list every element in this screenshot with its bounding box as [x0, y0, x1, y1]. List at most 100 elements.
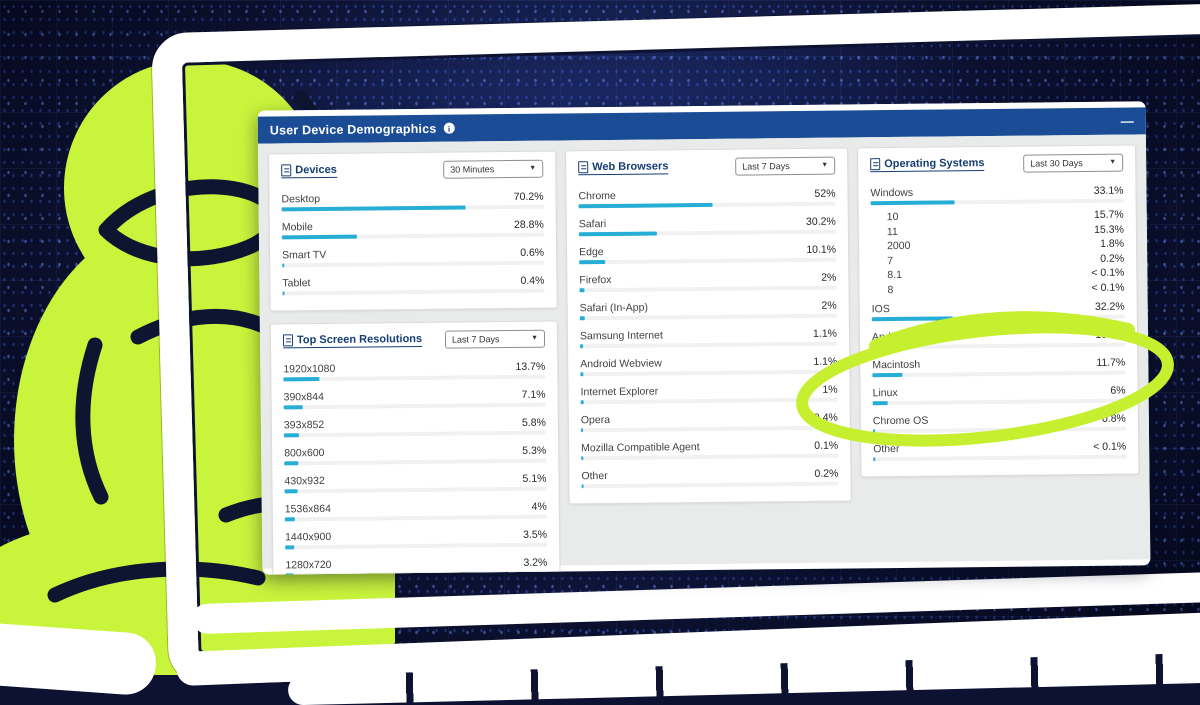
- analytics-dashboard-window: User Device Demographics i — Devices 30 …: [257, 101, 1151, 575]
- devices-panel: Devices 30 Minutes ▼ Desktop 70.2% Mobile 28…: [268, 150, 558, 312]
- web-browsers-panel: Web Browsers Last 7 Days ▼ Chrome 52% Safar…: [565, 147, 852, 505]
- stat-bar: [580, 369, 838, 377]
- stat-row: Safari 30.2%: [579, 211, 836, 242]
- stat-value: 3.2%: [523, 556, 548, 569]
- screen-resolutions-panel: Top Screen Resolutions Last 7 Days ▼ 1920…: [269, 320, 561, 575]
- stat-row: 390x844 7.1%: [283, 384, 546, 415]
- stat-bar: [281, 232, 544, 240]
- stat-value: 2%: [821, 271, 837, 284]
- stat-row: Mozilla Compatible Agent 0.1%: [581, 435, 839, 466]
- stat-row: 430x932 5.1%: [284, 468, 547, 499]
- report-icon: [281, 164, 292, 177]
- stat-value: 16.2%: [1095, 328, 1126, 341]
- stat-value: 0.4%: [813, 411, 838, 424]
- stat-row: Linux 6%: [872, 379, 1126, 410]
- stat-value: 52%: [814, 187, 836, 200]
- stat-bar: [580, 341, 838, 349]
- stat-value: 70.2%: [513, 190, 544, 203]
- laptop-base-corner: [0, 621, 158, 697]
- stat-bar: [872, 426, 1126, 433]
- stat-row: Smart TV 0.6%: [282, 242, 545, 273]
- stat-list: Windows 33.1% 10 15.7% 11 15.3% 2000 1.8% 7 0.2% 8…: [870, 180, 1127, 466]
- stat-label: Samsung Internet: [579, 329, 663, 343]
- stat-label: Tablet: [282, 277, 311, 290]
- time-range-select[interactable]: Last 30 Days ▼: [1023, 153, 1124, 173]
- stat-bar: [870, 198, 1124, 206]
- stat-value: < 0.1%: [1091, 281, 1125, 294]
- stat-value: 0.2%: [814, 467, 839, 480]
- dashboard-title: User Device Demographics: [269, 121, 437, 138]
- stat-value: 5.3%: [522, 444, 547, 457]
- penguin-foot-stroke: [47, 561, 266, 603]
- stat-row: 800x600 5.3%: [284, 440, 547, 471]
- stat-bar: [284, 514, 547, 522]
- chevron-down-icon: ▼: [1109, 158, 1117, 166]
- stat-row: Internet Explorer 1%: [580, 379, 838, 410]
- stat-row: Mobile 28.8%: [282, 214, 544, 245]
- stat-row: Safari (In-App) 2%: [580, 295, 837, 326]
- stat-label: Safari: [578, 218, 607, 231]
- time-range-select[interactable]: Last 7 Days ▼: [444, 329, 546, 349]
- minimize-button[interactable]: —: [1120, 112, 1134, 129]
- report-icon: [870, 158, 881, 171]
- stat-row: Opera 0.4%: [581, 407, 838, 438]
- stat-bar: [284, 486, 547, 494]
- panel-title-os[interactable]: Operating Systems: [870, 157, 985, 173]
- stat-row: Android Webview 1.1%: [580, 351, 838, 382]
- stat-label: Linux: [872, 386, 898, 399]
- stat-list: Chrome 52% Safari 30.2% Edge 10.1% Firefox 2% Sa…: [578, 183, 839, 494]
- stat-row: 1440x900 3.5%: [285, 524, 548, 555]
- stat-label: Firefox: [579, 273, 612, 287]
- stat-bar: [282, 260, 545, 268]
- stat-label: 393x852: [283, 418, 325, 432]
- stat-value: 28.8%: [513, 218, 544, 231]
- stat-list: 1920x1080 13.7% 390x844 7.1% 393x852 5.8% 800x…: [283, 356, 548, 575]
- stat-bar: [579, 285, 837, 293]
- info-icon[interactable]: i: [443, 122, 455, 134]
- stat-value: 0.4%: [520, 274, 545, 287]
- chevron-down-icon: ▼: [529, 164, 537, 172]
- stat-value: 1%: [822, 383, 838, 396]
- panel-title-devices[interactable]: Devices: [281, 163, 337, 179]
- stat-bar: [581, 453, 839, 461]
- stat-value: 30.2%: [805, 215, 836, 228]
- stat-row: 393x852 5.8%: [283, 412, 547, 443]
- stat-bar: [578, 229, 836, 237]
- stat-value: < 0.1%: [1093, 440, 1127, 453]
- stat-label: Macintosh: [872, 358, 921, 371]
- stat-label: Smart TV: [282, 248, 327, 262]
- stat-value: 7.1%: [521, 388, 546, 401]
- stat-bar: [281, 204, 544, 212]
- stat-value: 11.7%: [1096, 356, 1126, 369]
- stat-label: Internet Explorer: [580, 385, 659, 399]
- stat-row: IOS 32.2%: [872, 295, 1125, 326]
- stat-value: 32.2%: [1094, 300, 1125, 313]
- stat-value: 5.8%: [521, 416, 546, 429]
- stat-label: 8.1: [887, 269, 903, 282]
- stat-bar: [283, 430, 547, 438]
- panel-title-resolutions[interactable]: Top Screen Resolutions: [282, 332, 423, 349]
- stat-bar: [283, 374, 546, 382]
- stat-label: IOS: [871, 302, 890, 315]
- stat-label: 1920x1080: [283, 362, 336, 376]
- stat-row: Firefox 2%: [579, 267, 837, 298]
- stat-row: Windows 33.1%: [870, 180, 1124, 211]
- stat-label: Safari (In-App): [579, 301, 649, 315]
- stat-value: 0.1%: [814, 439, 839, 452]
- stat-bar: [579, 313, 837, 321]
- stat-value: 1.1%: [813, 355, 838, 368]
- stat-value: 15.7%: [1093, 208, 1124, 221]
- stat-bar: [578, 201, 836, 209]
- stat-label: Android: [871, 330, 909, 343]
- time-range-select[interactable]: 30 Minutes ▼: [443, 159, 544, 179]
- stat-label: 10: [886, 210, 899, 224]
- report-icon: [578, 161, 589, 174]
- stat-label: 8: [887, 283, 894, 297]
- chevron-down-icon: ▼: [821, 161, 829, 169]
- panel-title-browsers[interactable]: Web Browsers: [578, 160, 669, 176]
- stat-label: Other: [873, 442, 900, 455]
- stat-bar: [579, 257, 837, 265]
- stat-row: Other 0.2%: [581, 463, 839, 494]
- stat-label: 390x844: [283, 390, 324, 404]
- time-range-select[interactable]: Last 7 Days ▼: [735, 156, 836, 176]
